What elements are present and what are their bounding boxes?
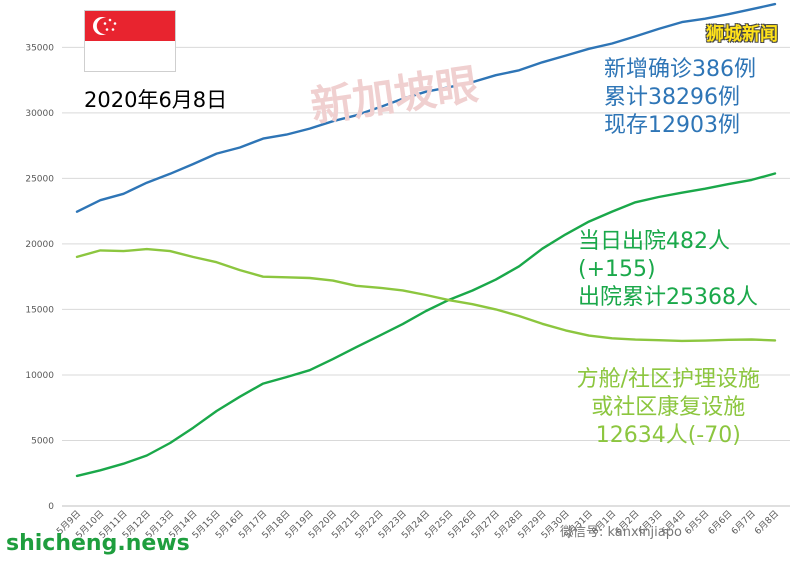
annotation-community: 方舱/社区护理设施 或社区康复设施 12634人(-70) (577, 366, 760, 450)
annotation-line: 12634人(-70) (595, 423, 741, 449)
y-tick-label: 25000 (25, 174, 54, 184)
site-watermark: shicheng.news (6, 531, 190, 556)
annotation-discharged: 当日出院482人 (+155) 出院累计25368人 (578, 228, 758, 312)
y-tick-label: 30000 (25, 109, 54, 119)
x-tick-label: 6月7日 (729, 508, 758, 537)
x-tick-label: 6月8日 (753, 508, 782, 537)
x-tick-label: 6月6日 (706, 508, 735, 537)
annotation-line: 出院累计25368人 (578, 285, 758, 311)
date-title: 2020年6月8日 (84, 88, 228, 112)
annotation-line: 当日出院482人 (578, 229, 730, 254)
y-tick-label: 20000 (25, 240, 54, 250)
series-line-discharged (75, 172, 777, 478)
series-line-cumulative (75, 2, 777, 213)
brand-logo-text: 狮城新闻 (706, 24, 778, 45)
annotation-line: 新增确诊386例 (604, 57, 756, 82)
annotation-line: 累计38296例 (604, 85, 740, 111)
annotation-line: 方舱/社区护理设施 (576, 367, 760, 392)
singapore-flag-icon (84, 10, 176, 72)
annotation-line: (+155) (578, 257, 656, 283)
y-tick-label: 10000 (25, 371, 54, 381)
y-tick-label: 15000 (25, 305, 54, 315)
annotation-cumulative: 新增确诊386例 累计38296例 现存12903例 (604, 56, 756, 140)
wechat-id: 微信号: kanxinjiapo (560, 525, 682, 540)
x-tick-label: 6月5日 (683, 508, 712, 537)
annotation-line: 现存12903例 (604, 113, 740, 139)
annotation-line: 或社区康复设施 (591, 395, 746, 421)
series-line-community (75, 247, 777, 343)
y-tick-label: 5000 (31, 436, 54, 446)
y-tick-label: 35000 (25, 43, 54, 53)
y-tick-label: 0 (48, 502, 54, 512)
